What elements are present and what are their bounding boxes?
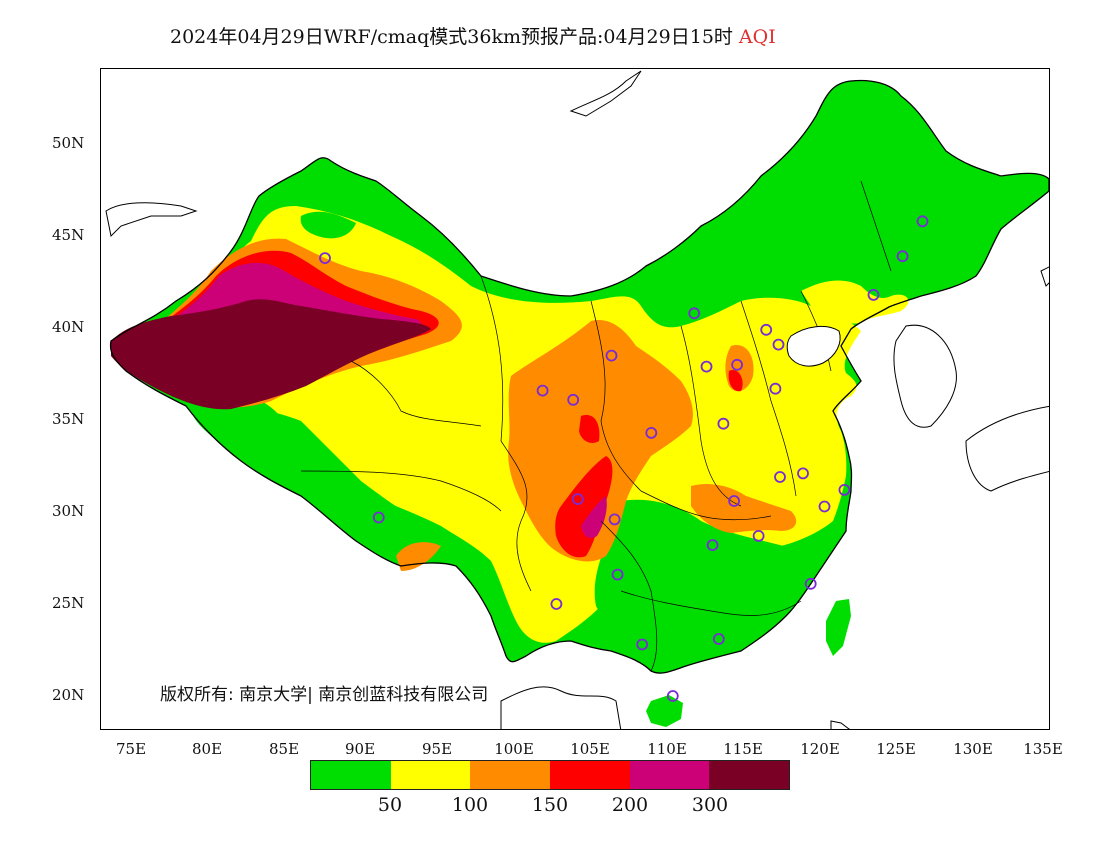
china-border [109,79,1049,674]
station-marker [728,495,740,507]
aqi-zone-usg-tibet [396,542,441,571]
aqi-zone-good-south [594,499,806,662]
lon-label-85e: 85E [268,740,300,758]
aqi-zone-unhealthy-sichuan [555,456,613,558]
legend-swatch-unhealthy [550,761,630,789]
aqi-zone-good-hainan [646,695,683,727]
sea-of-okhotsk-coast [569,70,642,117]
aqi-zone-usg-east [691,484,797,533]
station-marker [731,358,743,371]
copyright-notice: 版权所有: 南京大学| 南京创蓝科技有限公司 [160,685,489,705]
bohai-sea [786,325,841,367]
legend-swatch-good [311,761,391,789]
lon-label-115e: 115E [723,740,763,758]
station-marker [550,598,563,610]
station-marker [752,530,765,542]
kazakhstan-fragment [105,202,198,238]
station-marker [867,288,880,301]
station-marker [688,307,701,320]
station-marker [797,467,809,480]
lat-label-50n: 50N [52,134,85,152]
station-marker [916,215,929,228]
lon-label-135e: 135E [1023,740,1063,758]
station-marker [319,252,331,265]
lat-label-20n: 20N [52,686,85,704]
station-marker [706,539,719,551]
station-marker [772,338,785,351]
legend-swatch-hazardous [709,761,790,789]
legend-tick-200: 200 [611,794,649,816]
lon-label-90e: 90E [344,740,376,758]
station-marker [717,417,730,430]
station-marker [567,393,580,406]
station-marker [818,500,831,513]
legend-tick-100: 100 [451,794,489,816]
lat-label-40n: 40N [52,318,85,336]
legend-swatch-moderate [390,761,471,789]
lat-label-30n: 30N [52,502,85,520]
neighbour-coastlines [105,70,1049,729]
aqi-zone-hazardous [111,299,431,410]
station-marker [571,493,584,506]
map-frame [100,68,1050,730]
station-marker [760,323,773,336]
lon-label-120e: 120E [800,740,840,758]
title-text: 2024年04月29日WRF/cmaq模式36km预报产品:04月29日15时 [170,26,733,48]
aqi-zone-good-tibet [191,405,423,546]
aqi-zone-usg-central [508,320,693,562]
station-marker [605,349,618,362]
station-marker [666,690,679,702]
station-marker [712,633,725,645]
lon-label-75e: 75E [115,740,147,758]
lon-label-80e: 80E [191,740,223,758]
lat-label-45n: 45N [52,226,85,244]
title-variable: AQI [738,26,776,48]
aqi-zone-moderate-ne [801,280,909,324]
legend-tick-300: 300 [691,794,729,816]
aqi-zone-good-nw [300,211,356,239]
lon-label-110e: 110E [647,740,687,758]
aqi-map [105,70,1049,729]
philippines-fragment [830,720,851,729]
aqi-zone-very-unhealthy-sichuan [581,496,607,538]
station-marker [536,384,549,397]
station-marker [372,511,385,524]
station-marker [700,360,713,373]
sakhalin-fragment [1040,266,1049,287]
station-marker [896,250,909,263]
aqi-legend [310,760,790,790]
station-marker [769,382,782,395]
lat-label-35n: 35N [52,410,85,428]
lat-label-25n: 25N [52,594,85,612]
lon-label-130e: 130E [953,740,993,758]
legend-tick-50: 50 [377,794,403,816]
indochina-coast [500,686,622,729]
station-marker [804,577,817,590]
lon-label-100e: 100E [494,740,534,758]
legend-tick-150: 150 [531,794,569,816]
lon-label-95e: 95E [421,740,453,758]
station-marker [636,638,649,651]
lon-label-125e: 125E [876,740,916,758]
monitoring-stations [319,215,929,702]
province-boundaries [300,180,892,672]
map-title: 2024年04月29日WRF/cmaq模式36km预报产品:04月29日15时 A… [170,22,776,49]
aqi-zone-unhealthy-hubei [728,370,743,392]
korea-japan-outline [893,324,957,428]
aqi-zone-unhealthy-central [579,415,600,443]
station-marker [608,513,621,526]
japan-outline [965,405,1049,492]
lon-label-105e: 105E [570,740,610,758]
legend-swatch-usg [470,761,551,789]
station-marker [611,568,624,581]
station-marker [774,471,786,483]
aqi-zone-good-taiwan [826,599,851,656]
station-marker [645,426,658,439]
station-marker [838,483,851,496]
legend-swatch-very-unhealthy [629,761,710,789]
